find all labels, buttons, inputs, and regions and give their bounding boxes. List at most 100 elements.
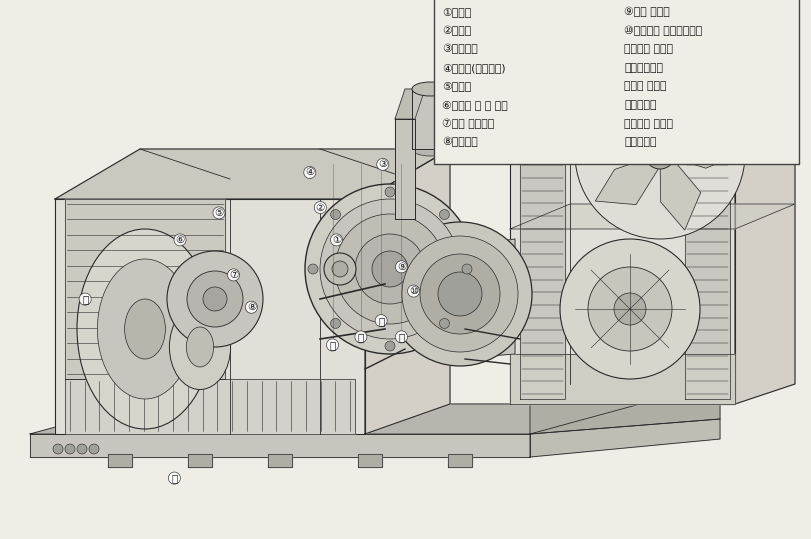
Circle shape: [53, 444, 63, 454]
Polygon shape: [660, 154, 701, 230]
Circle shape: [355, 234, 425, 304]
Text: ②응쳕기: ②응쳕기: [442, 25, 471, 36]
Circle shape: [65, 444, 75, 454]
Polygon shape: [395, 89, 425, 119]
Polygon shape: [450, 319, 515, 359]
Circle shape: [653, 147, 667, 161]
Circle shape: [372, 251, 408, 287]
Circle shape: [187, 271, 243, 327]
Polygon shape: [30, 404, 640, 434]
Text: ⑨: ⑨: [397, 262, 406, 272]
Circle shape: [575, 69, 745, 239]
Ellipse shape: [412, 142, 448, 156]
Text: ⑬진동 흔수기: ⑬진동 흔수기: [624, 81, 667, 92]
Circle shape: [332, 261, 348, 277]
Polygon shape: [510, 204, 795, 229]
Circle shape: [203, 287, 227, 311]
Text: ⑭: ⑭: [398, 332, 405, 342]
Polygon shape: [530, 419, 720, 457]
Circle shape: [167, 251, 263, 347]
Text: ⑮사이트 그라스: ⑮사이트 그라스: [624, 119, 673, 128]
Circle shape: [462, 264, 472, 274]
Circle shape: [385, 341, 395, 351]
Text: ⑮: ⑮: [358, 332, 364, 342]
Polygon shape: [188, 454, 212, 467]
Text: ⑥: ⑥: [175, 235, 185, 245]
Polygon shape: [510, 79, 735, 404]
Circle shape: [614, 293, 646, 325]
Circle shape: [305, 184, 475, 354]
Polygon shape: [448, 454, 472, 467]
Polygon shape: [55, 149, 450, 199]
Polygon shape: [660, 127, 740, 168]
Text: ①: ①: [332, 235, 341, 245]
Circle shape: [77, 444, 87, 454]
Circle shape: [335, 214, 445, 324]
Circle shape: [560, 239, 700, 379]
Text: ③응쳕기팬: ③응쳕기팬: [442, 44, 478, 54]
Circle shape: [89, 444, 99, 454]
Circle shape: [645, 139, 675, 169]
Polygon shape: [735, 44, 795, 404]
Circle shape: [440, 210, 449, 219]
Text: ⑯전지밸브: ⑯전지밸브: [624, 137, 657, 147]
Ellipse shape: [97, 259, 192, 399]
Text: ⑧팔창밸브: ⑧팔창밸브: [442, 137, 478, 147]
Text: ⑩외기온도 자동조절장치: ⑩외기온도 자동조절장치: [624, 25, 702, 36]
Circle shape: [308, 264, 318, 274]
Circle shape: [402, 236, 518, 352]
Text: ⑤공냉기: ⑤공냉기: [442, 81, 471, 92]
Polygon shape: [365, 149, 450, 434]
Circle shape: [324, 253, 356, 285]
Text: ⑯: ⑯: [329, 340, 336, 350]
Text: ④수액기(리시이버): ④수액기(리시이버): [442, 63, 505, 73]
Text: ⑭차장밸브: ⑭차장밸브: [624, 100, 657, 110]
Circle shape: [385, 187, 395, 197]
Polygon shape: [595, 154, 660, 205]
Polygon shape: [395, 119, 415, 219]
Text: ①압쳕기: ①압쳕기: [442, 7, 471, 17]
Circle shape: [388, 222, 532, 366]
Text: ⑧: ⑧: [247, 302, 256, 312]
Text: ③: ③: [378, 160, 388, 169]
Polygon shape: [268, 454, 292, 467]
Text: ⑩: ⑩: [409, 286, 418, 296]
Polygon shape: [530, 399, 720, 434]
Ellipse shape: [169, 305, 230, 390]
Polygon shape: [520, 84, 565, 399]
Ellipse shape: [125, 299, 165, 359]
Polygon shape: [510, 44, 795, 79]
Polygon shape: [650, 78, 688, 154]
Text: ⑪: ⑪: [82, 294, 88, 304]
Polygon shape: [55, 199, 365, 434]
Ellipse shape: [412, 82, 448, 96]
Ellipse shape: [187, 327, 213, 367]
Text: ⑪베이스 프레임: ⑪베이스 프레임: [624, 44, 673, 54]
Polygon shape: [30, 434, 530, 457]
Ellipse shape: [77, 229, 213, 429]
Circle shape: [331, 210, 341, 219]
Text: ⑫방진마운팅: ⑫방진마운팅: [624, 63, 663, 73]
Text: ⑫: ⑫: [171, 473, 178, 483]
Polygon shape: [510, 354, 735, 404]
Polygon shape: [412, 89, 448, 149]
Circle shape: [320, 199, 460, 339]
Bar: [434, 0, 799, 164]
Text: ⑦: ⑦: [229, 270, 238, 280]
Polygon shape: [65, 379, 355, 434]
Circle shape: [420, 254, 500, 334]
Polygon shape: [595, 107, 660, 157]
Text: ⑨지압 스위치: ⑨지압 스위치: [624, 7, 670, 17]
Circle shape: [438, 272, 482, 316]
Circle shape: [440, 319, 449, 328]
Text: ⑬: ⑬: [378, 316, 384, 326]
Circle shape: [331, 319, 341, 328]
Text: ②: ②: [315, 203, 325, 212]
Polygon shape: [65, 199, 225, 379]
Text: ⑦필터 드라이어: ⑦필터 드라이어: [442, 119, 494, 129]
Polygon shape: [358, 454, 382, 467]
Polygon shape: [450, 239, 515, 289]
Text: ⑥증발기 팬 및 모타: ⑥증발기 팬 및 모타: [442, 100, 508, 110]
Circle shape: [588, 267, 672, 351]
Polygon shape: [685, 84, 730, 399]
